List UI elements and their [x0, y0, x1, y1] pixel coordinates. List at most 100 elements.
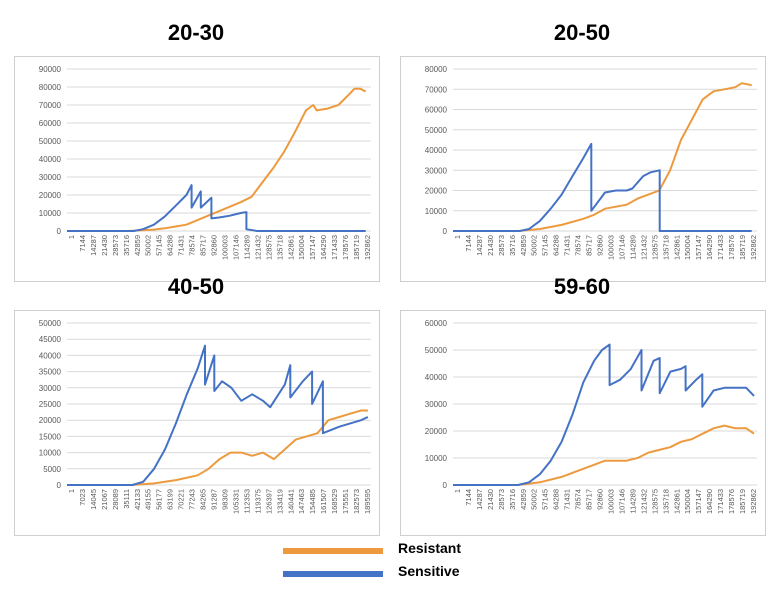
y-tick-label: 5000	[43, 465, 61, 474]
y-tick-label: 10000	[425, 207, 448, 216]
y-tick-label: 20000	[425, 427, 448, 436]
y-tick-label: 10000	[425, 454, 448, 463]
x-tick-label: 7144	[464, 489, 473, 506]
y-tick-label: 25000	[39, 400, 62, 409]
chart-panel-59-60: 59-60 0 10000 20000 30000 40000 50000 60000 1 71…	[396, 270, 768, 540]
x-tick-label: 1	[453, 235, 462, 239]
legend-label: Resistant	[398, 540, 462, 556]
x-tick-label: 42133	[133, 489, 142, 510]
series-line-resistant	[453, 424, 755, 486]
x-tick-label: 133419	[275, 489, 284, 514]
x-tick-label: 84265	[199, 489, 208, 510]
chart-panel-40-50: 40-50 0 5000 10000 15000 20000 25000 30000 3500…	[10, 270, 382, 540]
x-tick-label: 28573	[497, 235, 506, 256]
series-line-sensitive	[453, 343, 755, 486]
x-tick-label: 164290	[319, 235, 328, 260]
y-tick-label: 20000	[39, 416, 62, 425]
chart-title: 59-60	[553, 274, 611, 299]
x-tick-label: 7144	[78, 235, 87, 252]
x-tick-label: 142861	[286, 235, 295, 260]
chart-area: 0 10000 20000 30000 40000 50000 60000 70000 8000…	[14, 56, 380, 282]
y-tick-label: 35000	[39, 368, 62, 377]
x-tick-label: 119375	[253, 489, 262, 513]
x-tick-label: 135718	[275, 235, 284, 260]
x-tick-label: 100003	[606, 235, 615, 260]
x-tick-label: 92860	[596, 489, 605, 510]
x-tick-label: 126397	[264, 489, 273, 514]
x-tick-label: 161507	[319, 489, 328, 514]
y-tick-label: 0	[443, 481, 448, 490]
x-tick-label: 168529	[330, 489, 339, 514]
x-tick-label: 185719	[738, 489, 747, 514]
x-tick-label: 42859	[519, 235, 528, 256]
x-tick-label: 185719	[738, 235, 747, 260]
legend-swatch-resistant	[283, 548, 383, 554]
x-tick-label: 7144	[464, 235, 473, 252]
x-tick-label: 21430	[100, 235, 109, 256]
y-tick-label: 45000	[39, 335, 62, 344]
x-tick-label: 50002	[144, 235, 153, 256]
line-chart: 0 10000 20000 30000 40000 50000 60000 70000 8000…	[39, 65, 372, 260]
x-tick-label: 64288	[166, 235, 175, 256]
x-tick-label: 147463	[297, 489, 306, 514]
x-tick-label: 21430	[486, 489, 495, 510]
chart-area: 0 5000 10000 15000 20000 25000 30000 35000 40000…	[14, 310, 380, 536]
x-tick-label: 56177	[155, 489, 164, 510]
x-tick-label: 70221	[177, 489, 186, 510]
x-tick-label: 150004	[683, 235, 692, 260]
y-tick-label: 40000	[39, 351, 62, 360]
y-tick-label: 40000	[39, 155, 62, 164]
x-tick-label: 14287	[475, 489, 484, 510]
x-tick-label: 128575	[650, 235, 659, 260]
chart-area: 0 10000 20000 30000 40000 50000 60000 1 7144 1428…	[400, 310, 766, 536]
x-tick-label: 178576	[727, 235, 736, 260]
x-tick-label: 100003	[220, 235, 229, 260]
legend-label: Sensitive	[398, 563, 460, 579]
x-tick-label: 107146	[231, 235, 240, 260]
x-tick-label: 142861	[672, 489, 681, 514]
y-tick-label: 30000	[425, 166, 448, 175]
series-line-sensitive	[453, 142, 752, 232]
x-tick-label: 114289	[242, 235, 251, 259]
x-tick-label: 1	[453, 489, 462, 493]
chart-panel-20-30: 20-30 0 10000 20000 30000 40000 50000 60000 700…	[10, 16, 382, 286]
y-tick-label: 30000	[39, 173, 62, 182]
y-tick-label: 60000	[425, 319, 448, 328]
x-tick-label: 21430	[486, 235, 495, 256]
x-tick-label: 140441	[286, 489, 295, 514]
x-tick-label: 1	[67, 489, 76, 493]
y-tick-label: 50000	[425, 126, 448, 135]
y-tick-label: 40000	[425, 373, 448, 382]
x-tick-label: 92860	[210, 235, 219, 256]
x-tick-label: 14287	[89, 235, 98, 256]
series-line-sensitive	[67, 344, 369, 486]
y-tick-label: 50000	[425, 346, 448, 355]
x-tick-label: 171433	[716, 489, 725, 514]
x-tick-label: 135718	[661, 235, 670, 260]
x-tick-label: 28573	[497, 489, 506, 510]
x-tick-label: 1	[67, 235, 76, 239]
y-tick-label: 15000	[39, 432, 62, 441]
y-tick-label: 80000	[39, 83, 62, 92]
y-tick-label: 0	[57, 481, 62, 490]
y-tick-label: 80000	[425, 65, 448, 74]
x-tick-label: 112353	[242, 489, 251, 513]
x-tick-label: 150004	[297, 235, 306, 260]
x-tick-label: 107146	[617, 489, 626, 514]
y-tick-label: 0	[57, 227, 62, 236]
x-tick-label: 178576	[341, 235, 350, 260]
legend: Resistant Sensitive	[280, 540, 540, 590]
line-chart: 0 10000 20000 30000 40000 50000 60000 70000 8000…	[425, 65, 758, 260]
x-tick-label: 164290	[705, 235, 714, 260]
x-tick-label: 49155	[144, 489, 153, 510]
x-tick-label: 98309	[220, 489, 229, 510]
chart-title: 40-50	[167, 274, 225, 299]
x-tick-label: 77243	[188, 489, 197, 510]
line-chart: 0 5000 10000 15000 20000 25000 30000 35000 40000…	[39, 319, 372, 514]
x-tick-label: 91287	[210, 489, 219, 510]
x-tick-label: 171433	[330, 235, 339, 260]
x-tick-label: 135718	[661, 489, 670, 514]
y-tick-label: 90000	[39, 65, 62, 74]
x-tick-label: 85717	[199, 235, 208, 256]
x-tick-label: 192862	[363, 235, 372, 260]
